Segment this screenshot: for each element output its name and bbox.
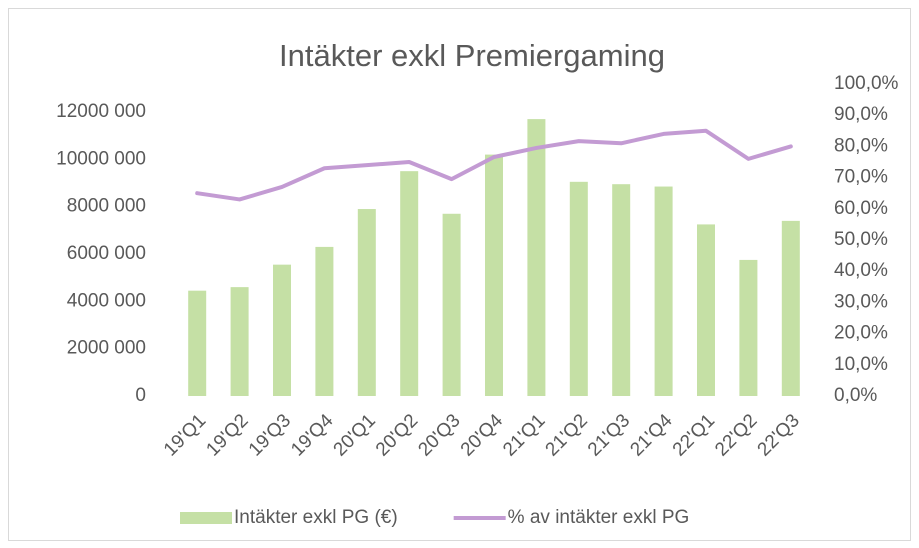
- legend-label: % av intäkter exkl PG: [508, 507, 690, 528]
- bar: [654, 186, 673, 396]
- bar: [357, 209, 376, 396]
- bar: [569, 181, 588, 396]
- bar: [315, 246, 334, 396]
- y-tick-label: 8000 000: [67, 196, 146, 217]
- y2-tick-label: 80,0%: [834, 135, 888, 156]
- y2-tick-label: 20,0%: [834, 323, 888, 344]
- bar: [697, 224, 715, 396]
- bar: [400, 171, 419, 396]
- y2-tick-label: 50,0%: [834, 229, 888, 250]
- y2-tick-label: 40,0%: [834, 260, 888, 281]
- line: [195, 128, 793, 202]
- y2-tick-label: 60,0%: [834, 198, 888, 219]
- bar: [188, 290, 207, 396]
- y-tick-label: 6000 000: [67, 243, 146, 264]
- y-tick-label: 0: [135, 385, 146, 406]
- y-tick-label: 2000 000: [67, 338, 146, 359]
- bar: [230, 287, 249, 396]
- bar: [273, 264, 291, 396]
- y2-tick-label: 70,0%: [834, 167, 888, 188]
- y2-tick-label: 30,0%: [834, 291, 888, 312]
- legend-swatch: [180, 512, 232, 524]
- bar: [781, 220, 800, 396]
- bar: [612, 184, 631, 396]
- legend-label: Intäkter exkl PG (€): [234, 507, 398, 528]
- chart-title: Intäkter exkl Premiergaming: [279, 38, 665, 73]
- bar: [739, 259, 758, 396]
- y2-tick-label: 10,0%: [834, 354, 888, 375]
- y2-tick-label: 0,0%: [834, 385, 877, 406]
- bar: [442, 213, 461, 396]
- y-tick-label: 10000 000: [56, 148, 146, 169]
- y2-tick-label: 90,0%: [834, 104, 888, 125]
- y-tick-label: 12000 000: [56, 101, 146, 122]
- y-tick-label: 4000 000: [67, 290, 146, 311]
- bar: [527, 119, 546, 396]
- y2-tick-label: 100,0%: [834, 73, 899, 94]
- bar: [485, 154, 503, 396]
